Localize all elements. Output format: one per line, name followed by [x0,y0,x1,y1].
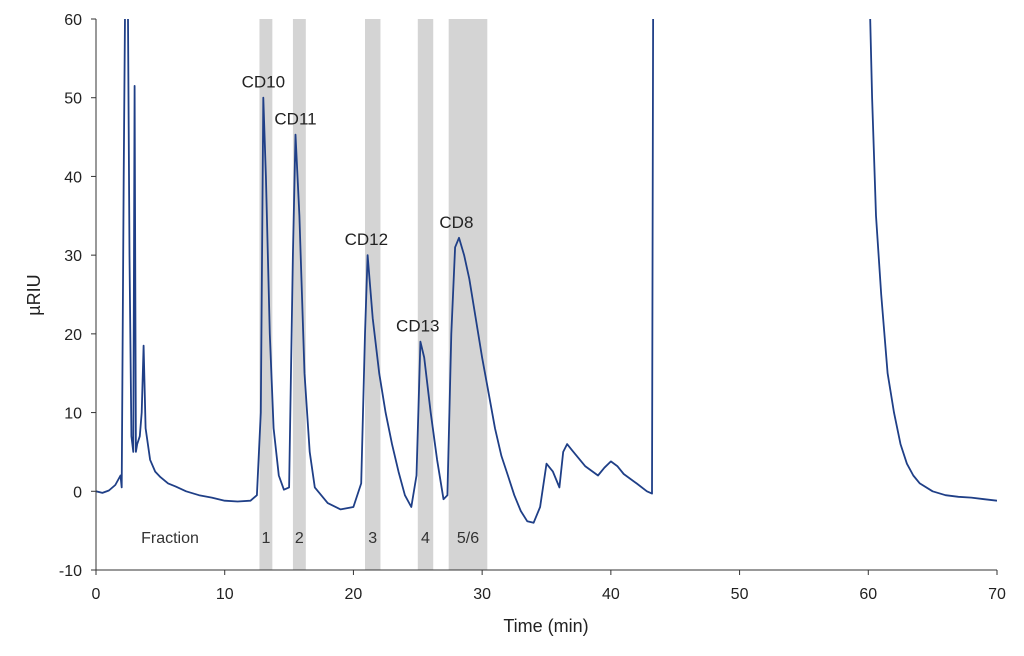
x-tick-label: 30 [473,586,491,603]
y-tick-label: 50 [64,91,82,108]
x-axis-title: Time (min) [503,616,588,636]
x-tick-label: 50 [731,586,749,603]
x-tick-label: 70 [988,586,1006,603]
y-tick-label: 0 [73,484,82,501]
peak-label-cd12: CD12 [345,230,388,249]
fraction-label-5: 5/6 [457,530,479,547]
fraction-caption: Fraction [141,530,199,547]
x-tick-label: 40 [602,586,620,603]
x-tick-label: 60 [859,586,877,603]
peak-label-cd10: CD10 [242,73,285,92]
axes: -10 0 10 20 30 40 50 60 0 10 20 30 40 50 60 70 [59,12,1006,603]
x-tick-label: 10 [216,586,234,603]
y-tick-label: 30 [64,248,82,265]
trace-segment-2 [869,19,997,502]
y-tick-label: 20 [64,327,82,344]
y-tick-label: 40 [64,169,82,186]
annotations: 1 2 3 4 5/6 CD10 CD11 CD12 CD13 CD8 [242,73,480,547]
y-tick-label: 60 [64,12,82,29]
x-tick-label: 0 [92,586,101,603]
peak-label-cd13: CD13 [396,317,439,336]
y-tick-label: 10 [64,406,82,423]
fraction-band-4 [417,19,434,570]
fraction-band-2 [292,19,306,570]
trace-segment-1 [96,19,655,524]
signal-trace [96,19,997,524]
y-axis-title: µRIU [24,274,44,315]
y-tick-label: -10 [59,563,82,580]
fraction-label-4: 4 [421,530,430,547]
fraction-label-3: 3 [368,530,377,547]
fraction-band-5 [448,19,488,570]
x-tick-label: 20 [345,586,363,603]
peak-label-cd11: CD11 [274,110,316,129]
fraction-band-3 [365,19,381,570]
fraction-label-1: 1 [261,530,270,547]
peak-label-cd8: CD8 [439,213,473,232]
fraction-label-2: 2 [295,530,304,547]
